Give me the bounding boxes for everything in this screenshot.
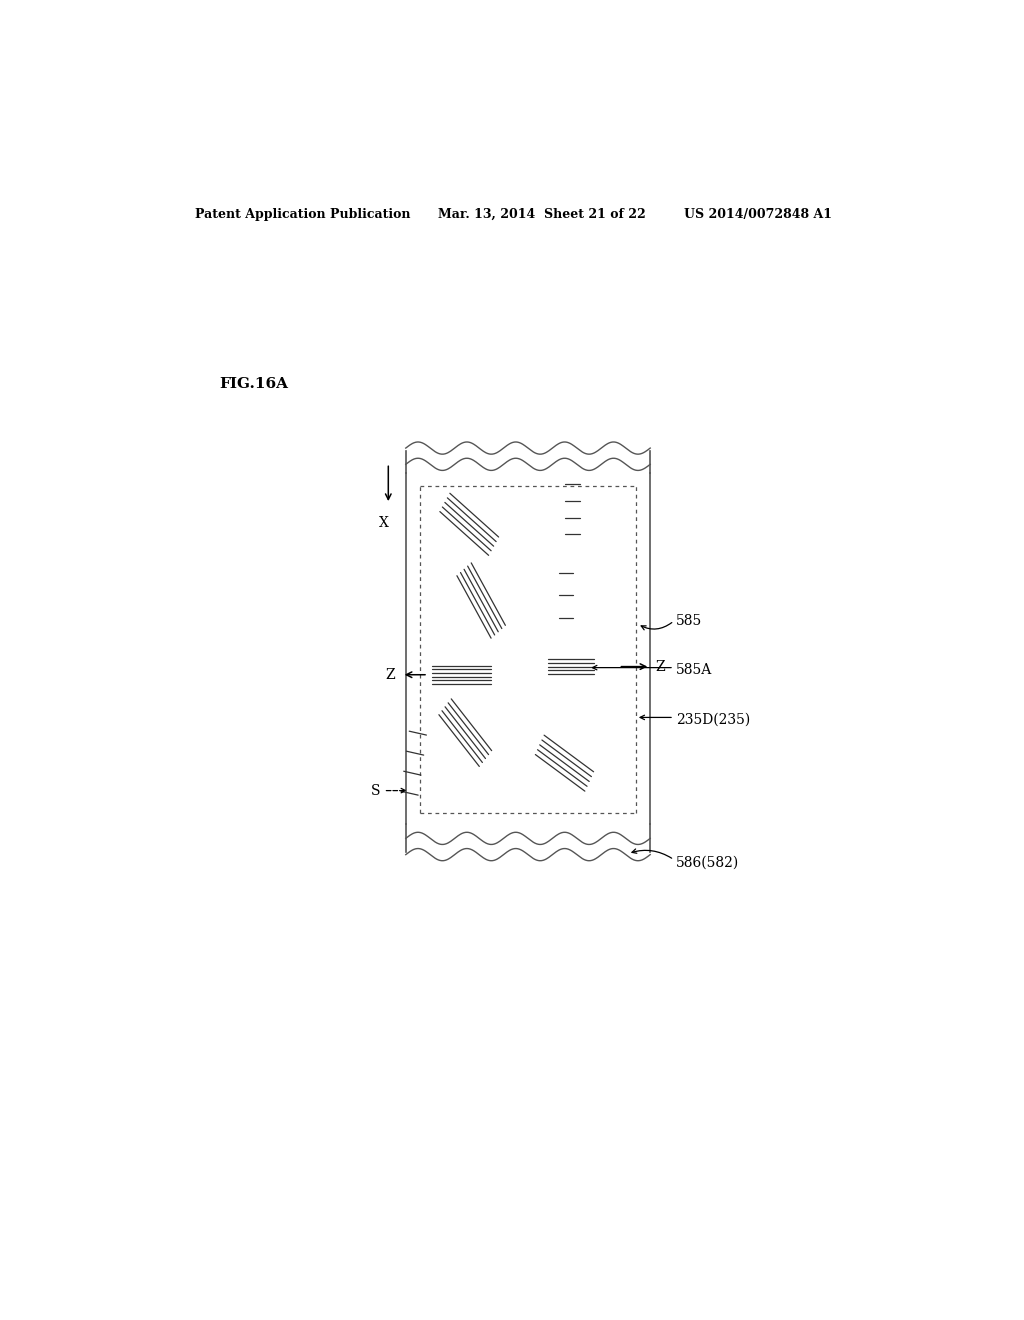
- Text: 585: 585: [676, 614, 701, 628]
- Text: Mar. 13, 2014  Sheet 21 of 22: Mar. 13, 2014 Sheet 21 of 22: [437, 207, 645, 220]
- Text: Z: Z: [386, 668, 395, 681]
- Text: US 2014/0072848 A1: US 2014/0072848 A1: [684, 207, 831, 220]
- Text: 585A: 585A: [676, 663, 712, 677]
- Text: FIG.16A: FIG.16A: [219, 378, 289, 391]
- Text: Patent Application Publication: Patent Application Publication: [196, 207, 411, 220]
- Text: S: S: [371, 784, 380, 797]
- Text: X: X: [379, 516, 388, 531]
- Text: Z: Z: [655, 660, 666, 673]
- Text: 235D(235): 235D(235): [676, 713, 750, 726]
- Text: 586(582): 586(582): [676, 855, 739, 870]
